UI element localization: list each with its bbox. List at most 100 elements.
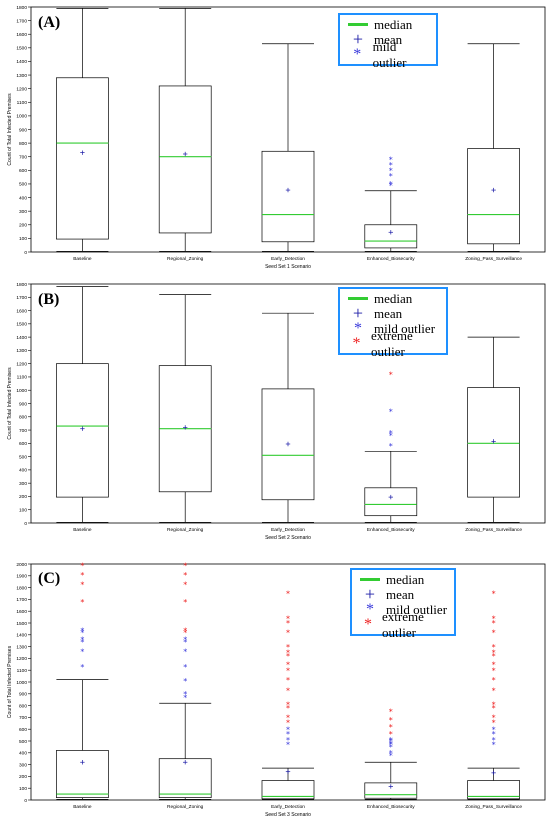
y-tick-label: 500 — [19, 182, 27, 188]
legend-item-median: median — [346, 291, 440, 306]
panel-label-b: (B) — [38, 291, 60, 308]
mild-outlier: * — [389, 167, 393, 176]
y-tick-label: 500 — [19, 739, 27, 745]
chart-panel-a: 0 100 200 300 400 500 600 700 800 900 1000 1100 1200… — [0, 0, 550, 272]
y-tick-label: 1700 — [16, 18, 27, 24]
asterisk-red-icon: * — [364, 616, 373, 633]
y-tick-label: 1500 — [16, 322, 27, 328]
y-tick-label: 1600 — [16, 32, 27, 38]
y-tick-label: 200 — [19, 494, 27, 500]
y-tick-label: 1500 — [16, 621, 27, 627]
legend-item-median: median — [358, 572, 448, 587]
extreme-outlier: * — [183, 561, 187, 570]
extreme-outlier: * — [183, 598, 187, 607]
legend-item-mild: * mild outlier — [346, 321, 440, 337]
y-tick-label: 1500 — [16, 46, 27, 52]
extreme-outlier: * — [183, 571, 187, 580]
y-tick-label: 100 — [19, 786, 27, 792]
x-tick-label: Baseline — [73, 256, 92, 262]
extreme-outlier: * — [286, 704, 290, 713]
box-Baseline — [56, 286, 109, 523]
y-tick-label: 800 — [19, 703, 27, 709]
extreme-outlier: * — [286, 614, 290, 623]
extreme-outlier: * — [286, 686, 290, 695]
x-axis-label: Seed Set 1 Scenario — [265, 264, 311, 270]
plus-icon: + — [352, 29, 364, 49]
extreme-outlier: * — [286, 718, 290, 727]
box-Early_Detection — [261, 312, 315, 523]
asterisk-icon: * — [366, 601, 374, 618]
y-tick-label: 300 — [19, 481, 27, 487]
y-tick-label: 1200 — [16, 361, 27, 367]
mild-outlier: * — [80, 629, 84, 638]
y-tick-label: 700 — [19, 428, 27, 434]
x-tick-label: Enhanced_Biosecurity — [367, 804, 415, 810]
mild-outlier: * — [183, 690, 187, 699]
median-line-icon — [346, 297, 370, 300]
mild-outlier: * — [80, 648, 84, 657]
extreme-outlier: * — [492, 614, 496, 623]
extreme-outlier: * — [492, 590, 496, 599]
box-Early_Detection: ******************* — [261, 590, 315, 800]
mild-outlier: * — [389, 736, 393, 745]
extreme-outlier: * — [286, 676, 290, 685]
mild-outlier: * — [492, 741, 496, 750]
y-axis-label: Count of Total Infected Premises — [7, 367, 13, 440]
y-tick-label: 600 — [19, 441, 27, 447]
extreme-outlier: * — [286, 649, 290, 658]
x-tick-label: Zoning_Pass_Surveillance — [465, 256, 522, 262]
mild-outlier: * — [389, 740, 393, 749]
boxplot-a: 0 100 200 300 400 500 600 700 800 900 1000 1100 1200… — [7, 5, 546, 270]
box-Regional_Zoning: ************* — [158, 561, 212, 800]
iqr-box — [158, 85, 212, 234]
mild-outlier: * — [389, 749, 393, 758]
iqr-box — [261, 150, 315, 243]
extreme-outlier: * — [80, 580, 84, 589]
mild-outlier: * — [80, 636, 84, 645]
extreme-outlier: * — [286, 666, 290, 675]
y-tick-label: 0 — [24, 521, 27, 527]
y-tick-label: 1800 — [16, 585, 27, 591]
y-tick-label: 400 — [19, 195, 27, 201]
x-tick-label: Early_Detection — [271, 804, 305, 810]
extreme-outlier: * — [492, 629, 496, 638]
box-Enhanced_Biosecurity: ****** — [364, 156, 418, 252]
extreme-outlier: * — [389, 723, 393, 732]
iqr-box — [56, 77, 109, 240]
mild-outlier: * — [389, 429, 393, 438]
box-Enhanced_Biosecurity: ***** — [364, 370, 418, 523]
x-tick-label: Zoning_Pass_Surveillance — [465, 527, 522, 533]
x-tick-label: Regional_Zoning — [167, 256, 204, 262]
box-Regional_Zoning — [158, 8, 212, 252]
y-tick-label: 1700 — [16, 295, 27, 301]
legend-item-mild: * mild outlier — [346, 39, 430, 70]
mild-outlier: * — [389, 180, 393, 189]
median-line-icon — [358, 578, 382, 581]
box-Early_Detection — [261, 43, 315, 252]
y-tick-label: 600 — [19, 168, 27, 174]
y-tick-label: 100 — [19, 508, 27, 514]
plus-icon: + — [364, 584, 376, 604]
iqr-box — [467, 148, 520, 245]
y-tick-label: 1600 — [16, 609, 27, 615]
extreme-outlier: * — [286, 590, 290, 599]
extreme-outlier: * — [492, 619, 496, 628]
y-tick-label: 900 — [19, 401, 27, 407]
y-tick-label: 1400 — [16, 59, 27, 65]
extreme-outlier: * — [286, 714, 290, 723]
y-tick-label: 1300 — [16, 348, 27, 354]
extreme-outlier: * — [492, 714, 496, 723]
x-tick-label: Regional_Zoning — [167, 527, 204, 533]
x-tick-label: Regional_Zoning — [167, 804, 204, 810]
legend-c: median + mean * mild outlier * extreme outl… — [350, 568, 456, 640]
y-tick-label: 1100 — [17, 668, 28, 674]
legend-item-extreme: * extreme outlier — [358, 609, 448, 640]
x-tick-label: Early_Detection — [271, 256, 305, 262]
y-tick-label: 800 — [19, 415, 27, 421]
mild-outlier: * — [183, 648, 187, 657]
legend-item-mean: + mean — [358, 584, 448, 604]
box-Zoning_Pass_Surveillance — [467, 336, 520, 523]
mild-outlier: * — [183, 663, 187, 672]
mild-outlier: * — [389, 751, 393, 760]
extreme-outlier: * — [492, 652, 496, 661]
